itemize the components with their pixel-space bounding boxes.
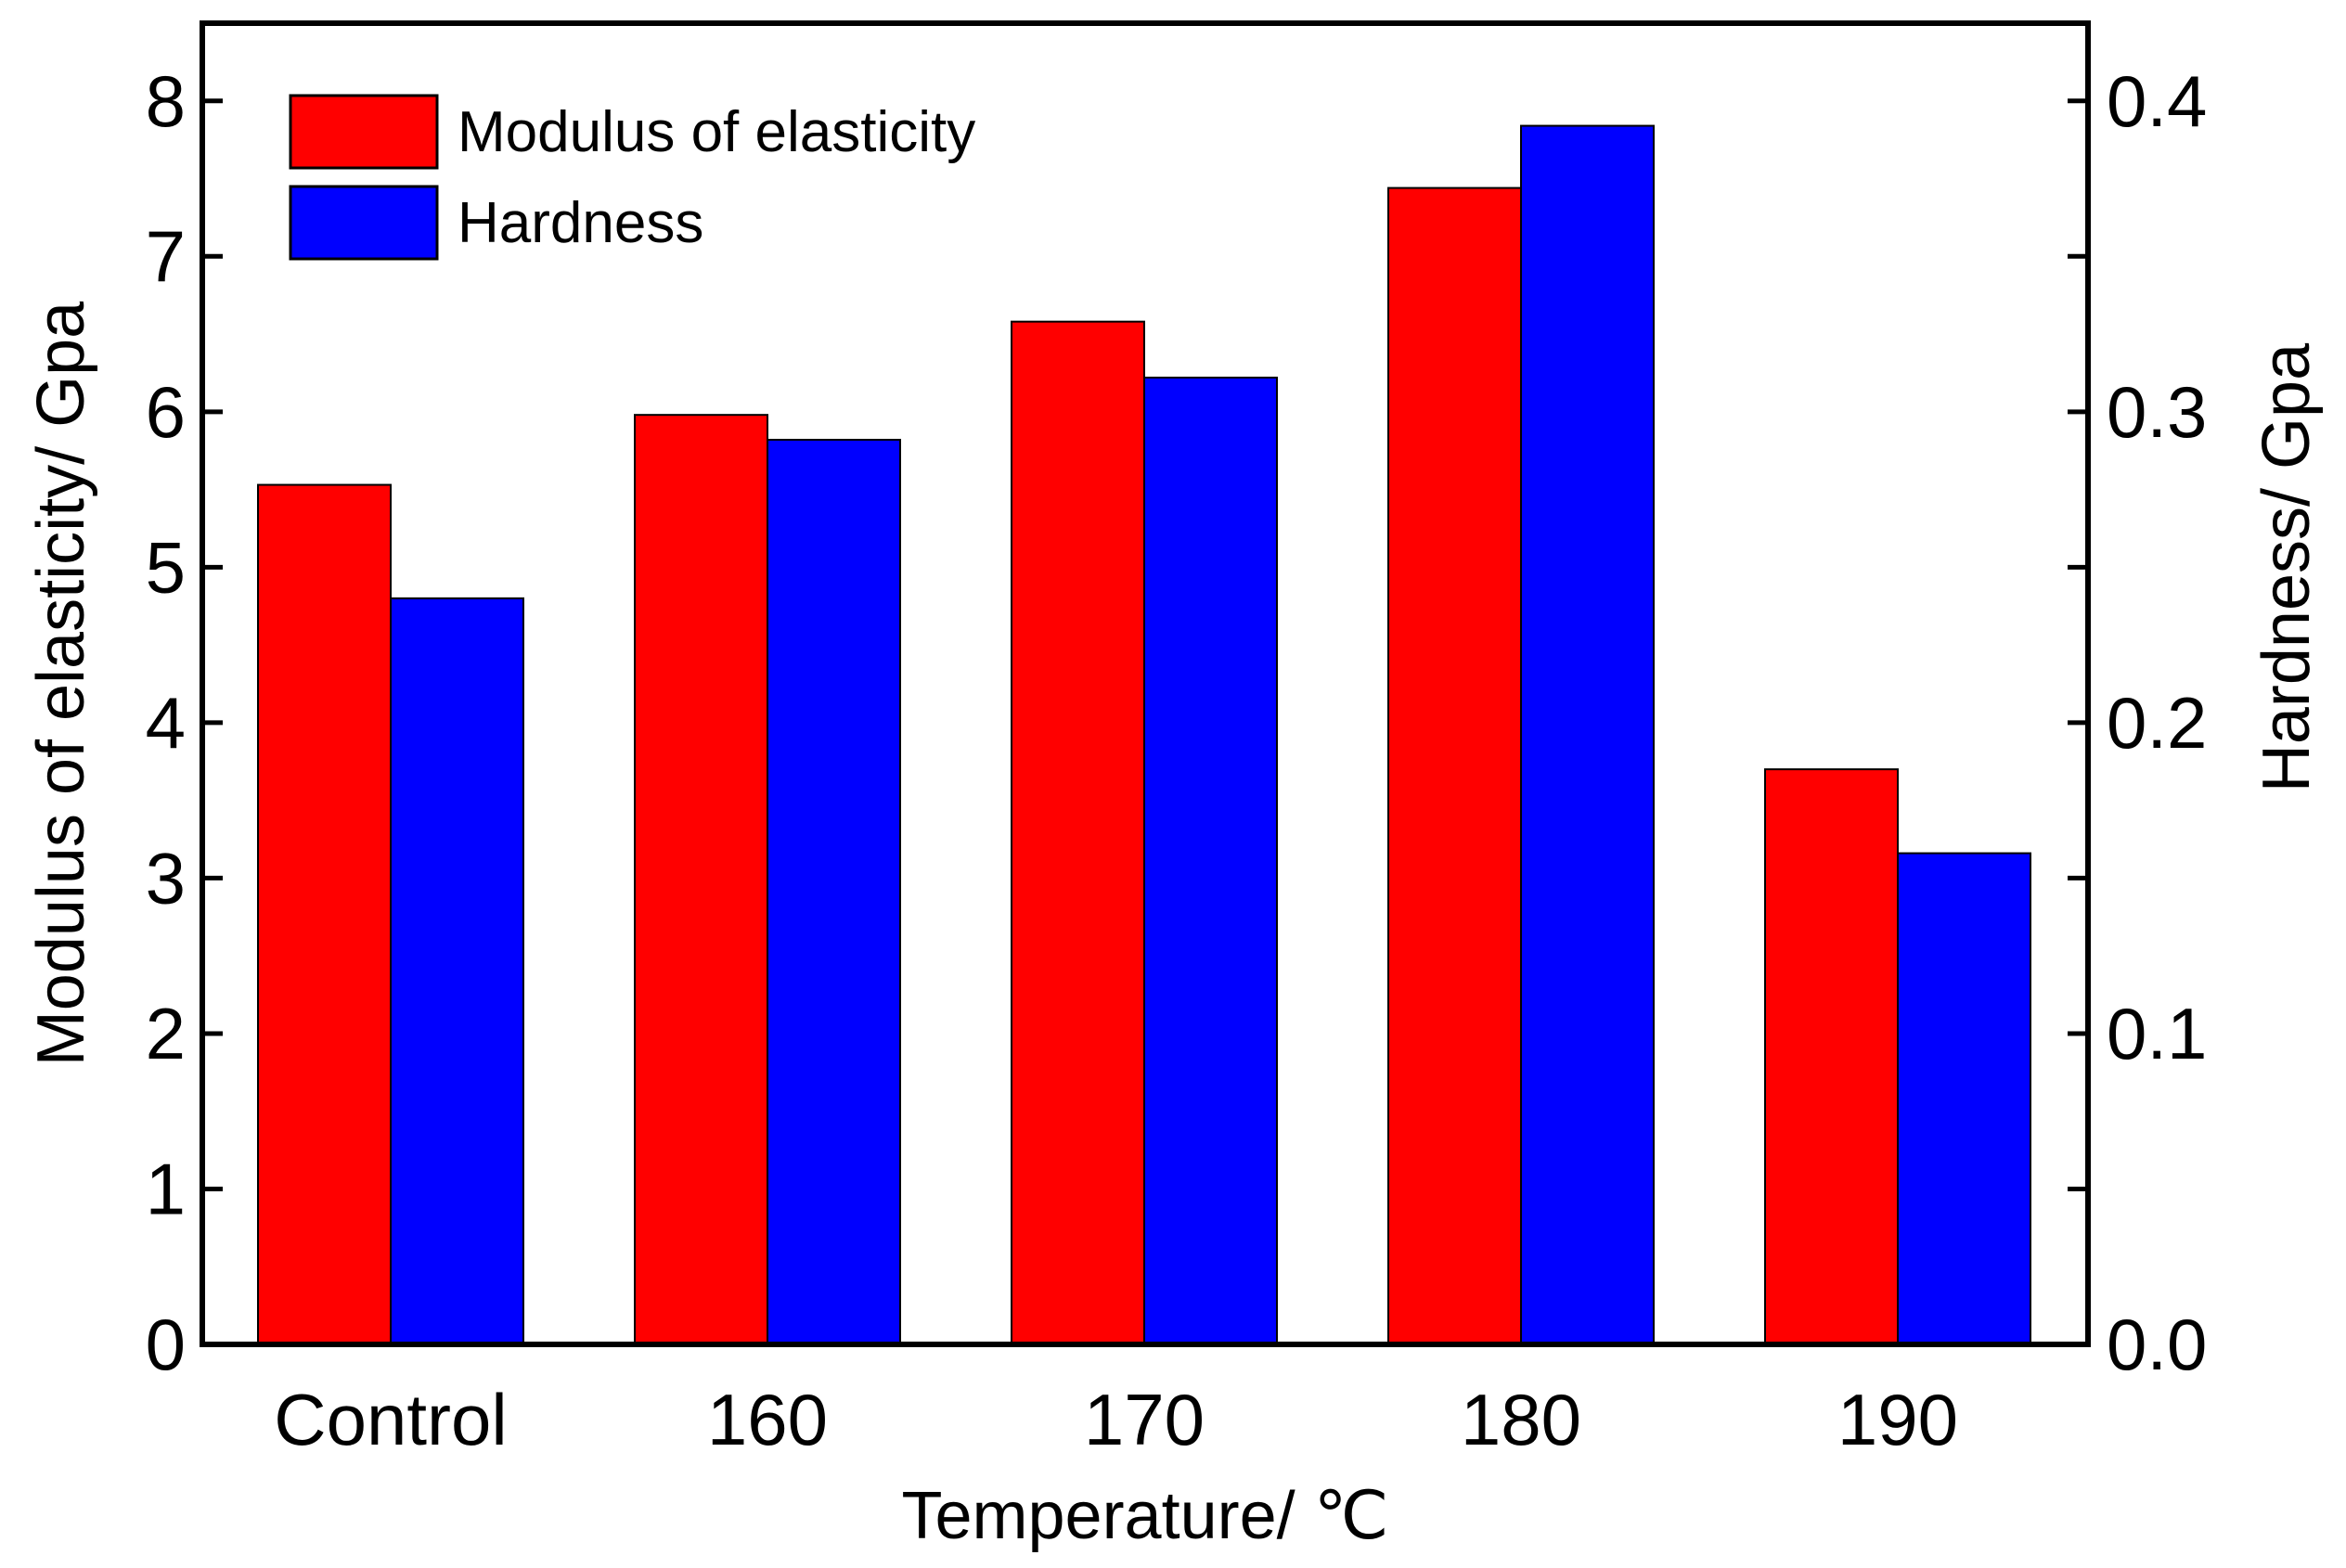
x-axis-title: Temperature/ ℃	[901, 1479, 1388, 1553]
x-tick-label: 170	[1084, 1379, 1205, 1460]
bar-modulus-180	[1387, 186, 1522, 1345]
left-axis-tick-labels: 0 1 2 3 4 5 6 7 8	[146, 60, 186, 1385]
left-tick-label: 7	[146, 215, 186, 297]
bar-hardness-180	[1520, 124, 1655, 1345]
left-tick-label: 5	[146, 526, 186, 608]
x-tick-label: 190	[1837, 1379, 1958, 1460]
bar-modulus-170	[1011, 320, 1145, 1345]
bar-hardness-190	[1897, 852, 2031, 1345]
right-tick-label: 0.0	[2107, 1304, 2207, 1385]
bar-hardness-control	[390, 597, 524, 1345]
ticks-layer	[202, 98, 2088, 1347]
y-axis-right-title: Hardness/ Gpa	[2249, 342, 2324, 792]
left-tick-label: 8	[146, 60, 186, 142]
bar-modulus-190	[1764, 768, 1899, 1345]
plot-frame	[200, 20, 2091, 1347]
bar-hardness-160	[767, 438, 901, 1345]
right-tick-label: 0.2	[2107, 682, 2207, 764]
x-tick-label: 180	[1461, 1379, 1581, 1460]
x-axis-tick-labels: Control 160 170 180 190	[274, 1379, 1958, 1460]
left-tick-label: 3	[146, 837, 186, 919]
legend-label-hardness: Hardness	[458, 191, 703, 255]
legend-swatch-hardness	[289, 185, 439, 261]
right-tick-label: 0.4	[2107, 60, 2207, 142]
right-tick-label: 0.1	[2107, 993, 2207, 1074]
left-tick-label: 4	[146, 682, 186, 764]
legend-swatch-modulus	[289, 94, 439, 170]
right-tick-label: 0.3	[2107, 371, 2207, 453]
bar-modulus-control	[257, 483, 392, 1345]
right-axis-tick-labels: 0.0 0.1 0.2 0.3 0.4	[2107, 60, 2207, 1385]
legend-label-modulus: Modulus of elasticity	[458, 100, 975, 164]
left-tick-label: 1	[146, 1148, 186, 1229]
left-tick-label: 6	[146, 371, 186, 453]
x-tick-label: 160	[707, 1379, 828, 1460]
bar-modulus-160	[634, 414, 768, 1345]
left-tick-label: 0	[146, 1304, 186, 1385]
y-axis-left-title: Modulus of elasticity/ Gpa	[24, 301, 98, 1066]
bar-hardness-170	[1143, 376, 1278, 1346]
left-tick-label: 2	[146, 993, 186, 1074]
x-tick-label: Control	[274, 1379, 507, 1460]
legend: Modulus of elasticity Hardness	[289, 94, 975, 261]
bars-layer	[257, 124, 2031, 1346]
